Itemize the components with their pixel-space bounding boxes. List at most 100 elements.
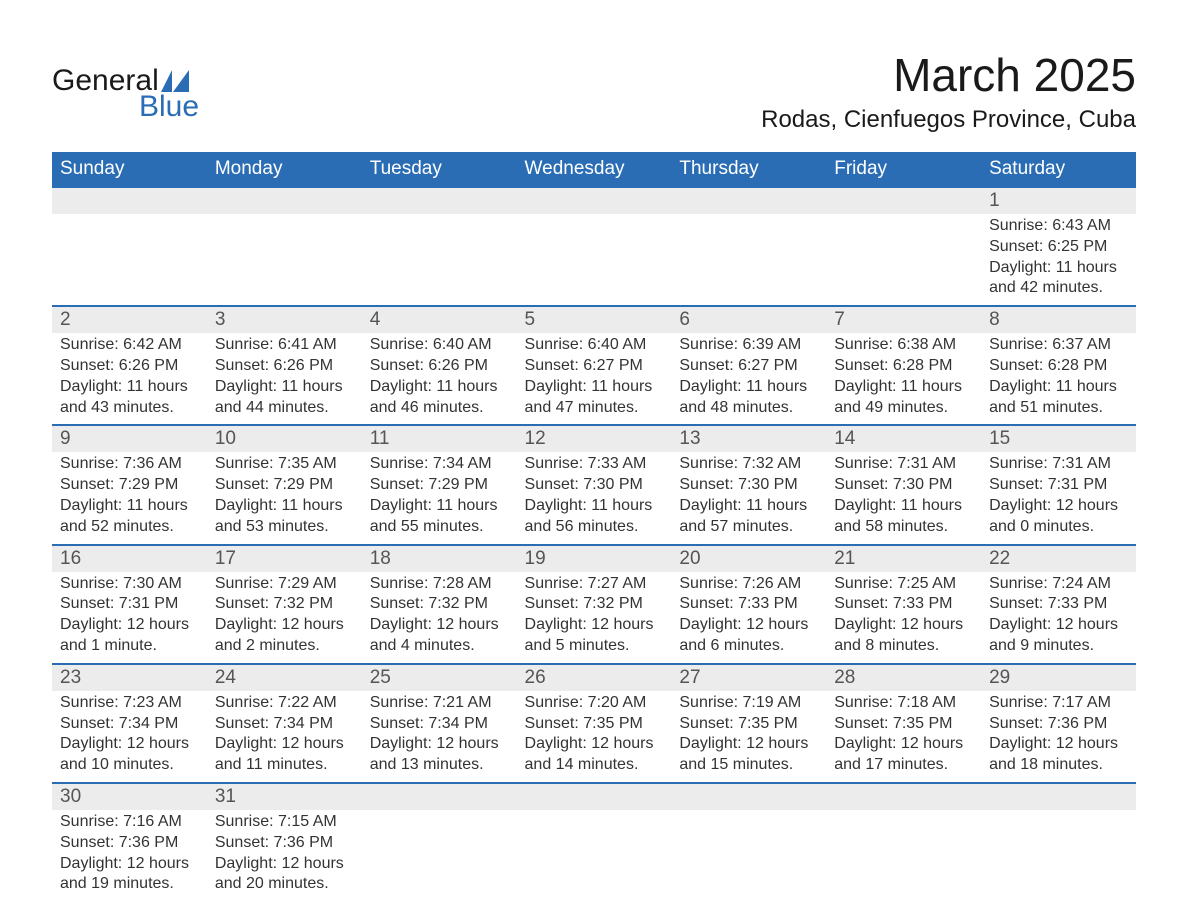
day-details-cell: Sunrise: 7:16 AMSunset: 7:36 PMDaylight:…	[52, 810, 207, 901]
detail-dl2: and 48 minutes.	[679, 398, 820, 419]
detail-dl2: and 20 minutes.	[215, 874, 356, 895]
logo-word2: Blue	[139, 90, 199, 124]
day-details-cell	[981, 810, 1136, 901]
day-details-cell	[207, 214, 362, 306]
weekday-header: Thursday	[671, 152, 826, 187]
day-number	[52, 188, 207, 214]
day-number	[207, 188, 362, 214]
detail-dl1: Daylight: 12 hours	[834, 734, 975, 755]
day-number: 25	[362, 665, 517, 691]
detail-sunrise: Sunrise: 6:37 AM	[989, 335, 1130, 356]
day-number-cell: 4	[362, 306, 517, 333]
detail-dl1: Daylight: 11 hours	[60, 377, 201, 398]
detail-sunrise: Sunrise: 7:32 AM	[679, 454, 820, 475]
detail-sunset: Sunset: 7:32 PM	[525, 594, 666, 615]
day-number-cell: 12	[517, 425, 672, 452]
day-number	[826, 188, 981, 214]
day-number: 17	[207, 546, 362, 572]
day-number: 15	[981, 426, 1136, 452]
detail-dl2: and 17 minutes.	[834, 755, 975, 776]
detail-sunset: Sunset: 6:25 PM	[989, 237, 1130, 258]
detail-sunrise: Sunrise: 7:24 AM	[989, 574, 1130, 595]
day-number-cell: 25	[362, 664, 517, 691]
day-number	[826, 784, 981, 810]
weekday-header: Saturday	[981, 152, 1136, 187]
detail-sunrise: Sunrise: 7:34 AM	[370, 454, 511, 475]
detail-sunrise: Sunrise: 7:30 AM	[60, 574, 201, 595]
detail-dl1: Daylight: 12 hours	[989, 615, 1130, 636]
day-details-cell: Sunrise: 7:33 AMSunset: 7:30 PMDaylight:…	[517, 452, 672, 544]
detail-sunset: Sunset: 7:31 PM	[60, 594, 201, 615]
detail-dl1: Daylight: 11 hours	[60, 496, 201, 517]
detail-dl1: Daylight: 12 hours	[215, 854, 356, 875]
detail-sunset: Sunset: 7:31 PM	[989, 475, 1130, 496]
day-details-cell: Sunrise: 6:43 AMSunset: 6:25 PMDaylight:…	[981, 214, 1136, 306]
day-number: 5	[517, 307, 672, 333]
detail-sunrise: Sunrise: 7:31 AM	[834, 454, 975, 475]
day-details-cell	[671, 214, 826, 306]
detail-dl1: Daylight: 11 hours	[370, 377, 511, 398]
detail-dl2: and 47 minutes.	[525, 398, 666, 419]
day-details-cell	[362, 214, 517, 306]
calendar-body: 1Sunrise: 6:43 AMSunset: 6:25 PMDaylight…	[52, 187, 1136, 901]
detail-dl1: Daylight: 12 hours	[60, 854, 201, 875]
day-number: 10	[207, 426, 362, 452]
detail-dl1: Daylight: 12 hours	[834, 615, 975, 636]
daynum-row: 2345678	[52, 306, 1136, 333]
detail-sunset: Sunset: 6:26 PM	[370, 356, 511, 377]
detail-dl1: Daylight: 11 hours	[215, 496, 356, 517]
day-number: 12	[517, 426, 672, 452]
detail-dl1: Daylight: 11 hours	[525, 377, 666, 398]
day-number: 31	[207, 784, 362, 810]
detail-dl2: and 58 minutes.	[834, 517, 975, 538]
day-number-cell	[981, 783, 1136, 810]
day-number-cell: 1	[981, 187, 1136, 214]
detail-dl1: Daylight: 12 hours	[370, 615, 511, 636]
detail-dl2: and 49 minutes.	[834, 398, 975, 419]
day-number-cell: 2	[52, 306, 207, 333]
detail-dl1: Daylight: 11 hours	[834, 496, 975, 517]
detail-sunrise: Sunrise: 7:22 AM	[215, 693, 356, 714]
detail-dl1: Daylight: 12 hours	[215, 734, 356, 755]
detail-sunset: Sunset: 7:33 PM	[834, 594, 975, 615]
weekday-header-row: Sunday Monday Tuesday Wednesday Thursday…	[52, 152, 1136, 187]
day-details-cell	[671, 810, 826, 901]
day-number-cell: 22	[981, 545, 1136, 572]
day-number-cell	[52, 187, 207, 214]
day-details-cell	[826, 214, 981, 306]
day-details-cell: Sunrise: 7:36 AMSunset: 7:29 PMDaylight:…	[52, 452, 207, 544]
day-number: 9	[52, 426, 207, 452]
detail-sunrise: Sunrise: 7:29 AM	[215, 574, 356, 595]
detail-sunrise: Sunrise: 6:43 AM	[989, 216, 1130, 237]
detail-sunset: Sunset: 7:32 PM	[215, 594, 356, 615]
logo: General Blue	[52, 48, 199, 124]
day-number: 19	[517, 546, 672, 572]
day-number: 14	[826, 426, 981, 452]
day-number-cell: 7	[826, 306, 981, 333]
day-number-cell	[826, 187, 981, 214]
detail-sunrise: Sunrise: 7:23 AM	[60, 693, 201, 714]
detail-sunset: Sunset: 7:30 PM	[834, 475, 975, 496]
day-number: 20	[671, 546, 826, 572]
day-details-cell: Sunrise: 7:24 AMSunset: 7:33 PMDaylight:…	[981, 572, 1136, 664]
detail-sunset: Sunset: 7:30 PM	[525, 475, 666, 496]
day-number: 1	[981, 188, 1136, 214]
detail-sunrise: Sunrise: 6:40 AM	[525, 335, 666, 356]
detail-sunset: Sunset: 7:29 PM	[215, 475, 356, 496]
calendar-table: Sunday Monday Tuesday Wednesday Thursday…	[52, 152, 1136, 901]
detail-sunset: Sunset: 6:26 PM	[60, 356, 201, 377]
detail-dl2: and 15 minutes.	[679, 755, 820, 776]
day-number-cell: 9	[52, 425, 207, 452]
day-details-cell: Sunrise: 6:37 AMSunset: 6:28 PMDaylight:…	[981, 333, 1136, 425]
detail-dl1: Daylight: 11 hours	[370, 496, 511, 517]
day-number-cell	[517, 783, 672, 810]
detail-dl1: Daylight: 12 hours	[215, 615, 356, 636]
day-number-cell: 28	[826, 664, 981, 691]
day-number-cell	[671, 187, 826, 214]
day-number-cell: 19	[517, 545, 672, 572]
detail-dl2: and 1 minute.	[60, 636, 201, 657]
detail-dl2: and 56 minutes.	[525, 517, 666, 538]
detail-dl1: Daylight: 12 hours	[989, 734, 1130, 755]
detail-dl2: and 51 minutes.	[989, 398, 1130, 419]
day-number: 3	[207, 307, 362, 333]
